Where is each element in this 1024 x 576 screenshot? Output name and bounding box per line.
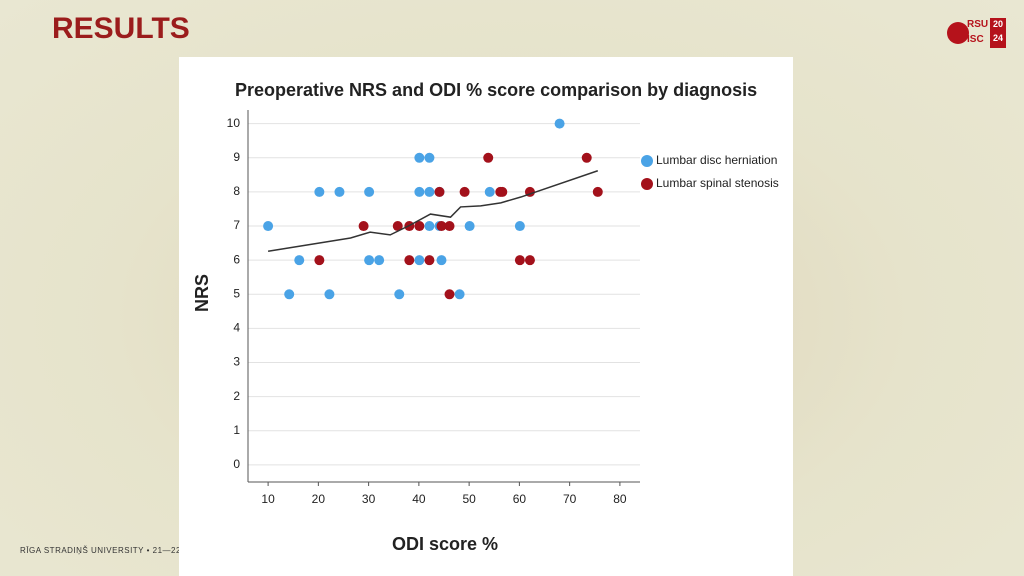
logo-text: ISC — [967, 34, 984, 45]
y-tick-label: 4 — [233, 321, 240, 335]
point — [392, 221, 403, 232]
point — [314, 186, 325, 197]
y-tick-label: 5 — [233, 286, 240, 300]
point — [514, 255, 525, 266]
chart: Preoperative NRS and ODI % score compari… — [179, 57, 793, 576]
point — [436, 221, 447, 232]
logo-text: 20 — [993, 19, 1003, 29]
point — [554, 118, 565, 129]
point — [459, 186, 470, 197]
point — [484, 186, 495, 197]
point — [364, 255, 375, 266]
point — [404, 255, 415, 266]
y-tick-label: 6 — [233, 252, 240, 266]
point — [434, 186, 445, 197]
y-tick-label: 9 — [233, 150, 240, 164]
logo-text: RSU — [967, 19, 988, 30]
point — [364, 186, 375, 197]
y-tick-label: 2 — [233, 389, 240, 403]
slide-title: RESULTS — [52, 12, 190, 45]
legend-label: Lumbar disc herniation — [656, 153, 777, 167]
x-tick-label: 10 — [261, 492, 275, 506]
fit-line — [267, 170, 599, 253]
x-tick-label: 80 — [613, 492, 627, 506]
x-tick-label: 40 — [412, 492, 426, 506]
point — [284, 289, 295, 300]
logo-box — [990, 18, 1006, 48]
logo: RSU ISC 20 24 — [947, 18, 1006, 48]
legend-label: Lumbar spinal stenosis — [656, 176, 779, 190]
point — [414, 152, 425, 163]
point — [358, 221, 369, 232]
legend-marker — [641, 155, 653, 167]
x-axis-label: ODI score % — [392, 534, 498, 554]
chart-title: Preoperative NRS and ODI % score compari… — [235, 80, 757, 100]
point — [514, 221, 525, 232]
footer: RĪGA STRADIŅŠ UNIVERSITY • 21—22 — [20, 546, 181, 555]
y-axis-label: NRS — [192, 274, 212, 312]
point — [374, 255, 385, 266]
legend-marker — [641, 178, 653, 190]
point — [444, 289, 455, 300]
point — [414, 221, 425, 232]
y-tick-label: 7 — [233, 218, 240, 232]
x-tick-label: 20 — [312, 492, 326, 506]
x-tick-label: 30 — [362, 492, 376, 506]
point — [324, 289, 335, 300]
point — [581, 152, 592, 163]
y-tick-label: 0 — [233, 457, 240, 471]
point — [414, 255, 425, 266]
point — [414, 186, 425, 197]
point — [424, 255, 435, 266]
y-tick-label: 3 — [233, 355, 240, 369]
x-tick-label: 50 — [462, 492, 476, 506]
point — [334, 186, 345, 197]
point — [592, 186, 603, 197]
logo-mark — [947, 22, 969, 44]
point — [483, 152, 494, 163]
y-tick-label: 8 — [233, 184, 240, 198]
point — [464, 221, 475, 232]
point — [424, 152, 435, 163]
point — [394, 289, 405, 300]
point — [424, 221, 435, 232]
point — [436, 255, 447, 266]
point — [444, 221, 455, 232]
point — [294, 255, 305, 266]
point — [263, 221, 274, 232]
point — [454, 289, 465, 300]
y-tick-label: 10 — [227, 116, 241, 130]
point — [497, 186, 508, 197]
logo-text: 24 — [993, 33, 1003, 43]
x-tick-label: 70 — [563, 492, 577, 506]
point — [524, 255, 535, 266]
point — [314, 255, 325, 266]
point — [424, 186, 435, 197]
x-tick-label: 60 — [513, 492, 527, 506]
y-tick-label: 1 — [233, 423, 240, 437]
